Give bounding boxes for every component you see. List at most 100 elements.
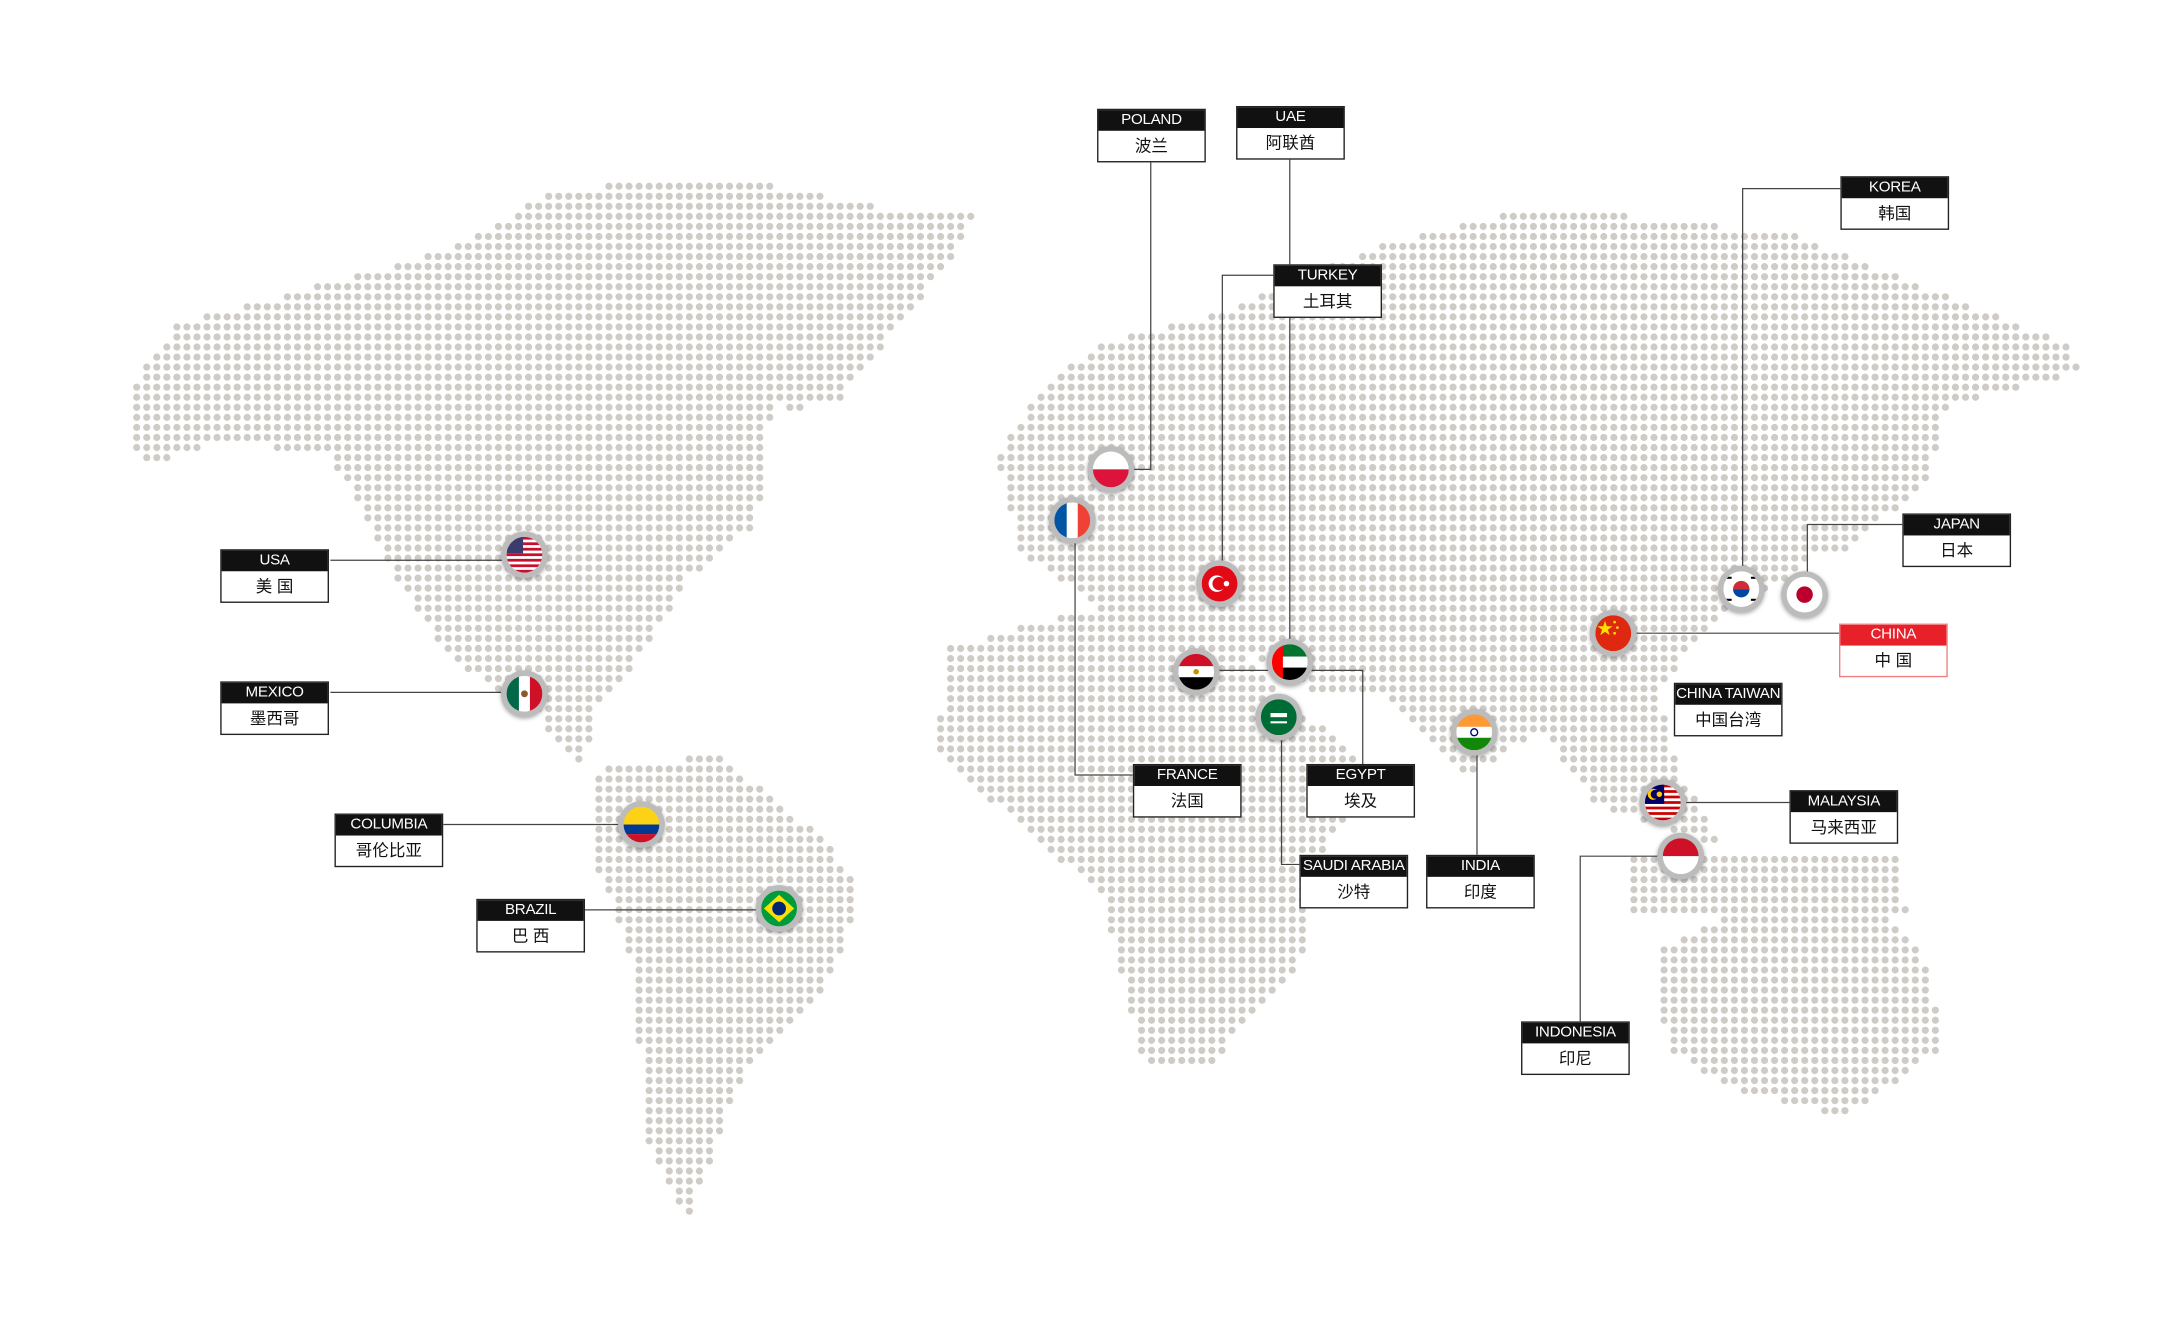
map-dot <box>1248 303 1256 311</box>
map-dot <box>1479 273 1487 281</box>
map-dot <box>675 202 683 210</box>
map-dot <box>474 283 482 291</box>
map-dot <box>535 232 543 241</box>
map-dot <box>625 232 633 241</box>
map-dot <box>1549 212 1558 220</box>
map-dot <box>856 232 864 241</box>
map-dot <box>766 293 774 301</box>
map-dot <box>1449 263 1457 271</box>
map-dot <box>685 303 693 311</box>
map-dot <box>645 263 653 271</box>
map-dot <box>1529 263 1537 271</box>
map-dot <box>514 232 523 241</box>
map-dot <box>826 283 834 291</box>
map-dot <box>695 222 703 231</box>
map-dot <box>796 212 804 220</box>
map-dot <box>756 222 764 231</box>
map-dot <box>565 283 573 291</box>
map-dot <box>494 303 503 311</box>
map-dot <box>1821 283 1829 291</box>
map-dot <box>464 293 472 301</box>
map-dot <box>1469 273 1477 281</box>
map-dot <box>524 202 533 210</box>
map-dot <box>1429 293 1437 301</box>
map-dot <box>1760 303 1769 311</box>
map-dot <box>454 273 462 281</box>
map-dot <box>725 182 734 190</box>
map-dot <box>535 222 543 231</box>
map-dot <box>856 263 864 271</box>
map-dot <box>766 263 774 271</box>
map-dot <box>1831 263 1839 271</box>
map-dot <box>524 283 533 291</box>
map-dot <box>786 253 794 261</box>
map-dot <box>1670 242 1678 251</box>
map-dot <box>585 283 593 291</box>
map-dot <box>886 222 894 231</box>
map-dot <box>846 303 854 311</box>
map-dot <box>776 253 784 261</box>
map-dot <box>535 283 543 291</box>
map-dot <box>1650 232 1658 241</box>
map-dot <box>1419 273 1427 281</box>
map-dot <box>474 293 482 301</box>
map-dot <box>756 212 764 220</box>
map-dot <box>705 212 714 220</box>
map-dot <box>736 242 744 251</box>
map-dot <box>756 273 764 281</box>
map-dot <box>374 273 382 281</box>
map-dot <box>1931 293 1939 301</box>
map-dot <box>585 253 593 261</box>
map-dot <box>1489 232 1497 241</box>
map-dot <box>685 273 693 281</box>
map-dot <box>1519 283 1527 291</box>
map-dot <box>605 253 613 261</box>
map-dot <box>1600 222 1608 231</box>
map-dot <box>625 303 633 311</box>
map-dot <box>1570 283 1578 291</box>
map-dot <box>1529 222 1537 231</box>
map-dot <box>635 192 643 200</box>
map-dot <box>1720 273 1728 281</box>
map-dot <box>1489 293 1497 301</box>
map-dot <box>635 273 643 281</box>
map-dot <box>725 273 734 281</box>
map-dot <box>1901 293 1909 301</box>
map-dot <box>374 283 382 291</box>
map-dot <box>876 273 884 281</box>
map-dot <box>1660 283 1668 291</box>
map-dot <box>635 253 643 261</box>
map-dot <box>776 202 784 210</box>
map-dot <box>575 253 583 261</box>
map-dot <box>444 283 452 291</box>
map-dot <box>1539 293 1548 301</box>
map-dot <box>1610 232 1618 241</box>
map-dot <box>1670 303 1678 311</box>
map-dot <box>1469 293 1477 301</box>
map-dot <box>695 212 703 220</box>
map-dot <box>1690 303 1698 311</box>
map-dot <box>906 283 914 291</box>
map-dot <box>474 253 482 261</box>
map-dot <box>1851 273 1859 281</box>
map-dot <box>1690 242 1698 251</box>
map-dot <box>514 253 523 261</box>
map-dot <box>1680 263 1688 271</box>
map-dot <box>1811 303 1819 311</box>
map-dot <box>846 242 854 251</box>
map-dot <box>1449 242 1457 251</box>
map-dot <box>545 283 553 291</box>
map-dot <box>896 293 904 301</box>
map-dot <box>1620 253 1628 261</box>
map-dot <box>1429 303 1437 311</box>
map-dot <box>1771 263 1779 271</box>
map-dot <box>796 202 804 210</box>
map-dot <box>344 293 352 301</box>
map-dot <box>524 303 533 311</box>
map-dot <box>565 293 573 301</box>
map-dot <box>685 232 693 241</box>
map-dot <box>715 242 724 251</box>
map-dot <box>1559 303 1568 311</box>
map-dot <box>1519 253 1527 261</box>
map-dot <box>484 263 492 271</box>
